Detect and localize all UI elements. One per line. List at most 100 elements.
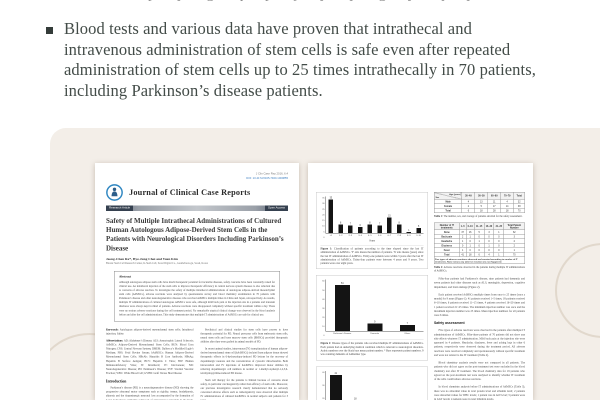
keywords-paragraph: Keywords: Autologous adipose-derived mes… — [106, 328, 194, 336]
abbreviations-label: Abbreviations: — [106, 339, 124, 343]
doi-link: DOI: 10.4172/2165-7920.1000855 — [246, 176, 288, 180]
abstract-heading: Abstract — [119, 274, 132, 279]
bar-value: 15 — [388, 214, 391, 217]
bar-value: 6 — [359, 223, 361, 227]
x-tick-label: 4~5 — [368, 233, 372, 237]
plot-area: 33 <1 8 1~2 7 2~3 6 3~4 8 4~5 7 5~6 15 6~7 8 7~8 1 8~9 5 9~… — [325, 196, 424, 237]
bar-value: 8 — [369, 221, 371, 225]
results-text: Fifty-four patients had Parkinson’s dise… — [434, 277, 525, 400]
table-header-cell: 21~25 — [493, 222, 505, 231]
bar-column: 8 1~2 — [336, 197, 346, 237]
x-tick-label: 1~2 — [338, 233, 343, 237]
paper-page-2: 35 30 25 20 15 10 5 0 33 <1 8 1~2 7 2~3 6 3~4 8 4~5 7 5~6 15… — [308, 163, 533, 400]
body-paragraph: In blood chemistry analysis before IT ad… — [434, 385, 525, 400]
data-table: Age (years) Sex 30~49 50~59 60~69 70~79 Total M… — [433, 192, 526, 213]
bar-column: 9 Dementia — [359, 280, 392, 335]
body-paragraph: Five types of adverse reactions were obs… — [434, 329, 525, 357]
table-header-cell: 30~49 — [461, 192, 476, 200]
x-tick-label: 5~6 — [377, 233, 382, 237]
table-header-cell: 16~20 — [483, 222, 495, 231]
x-tick-label: 7~8 — [397, 233, 401, 237]
bullet-text: Blood tests and various data have proven… — [64, 19, 536, 101]
body-paragraph: Stem cell therapy for the patients is li… — [200, 378, 289, 400]
bar-column: 15 6~7 — [385, 197, 395, 237]
bar-column: 7 Others — [391, 280, 424, 334]
figures-column: 35 30 25 20 15 10 5 0 33 <1 8 1~2 7 2~3 6 3~4 8 4~5 7 5~6 15… — [316, 192, 428, 400]
bar — [328, 199, 334, 233]
y-axis-ticks: 35 30 25 20 15 10 5 0 — [322, 196, 325, 239]
article-title: Safety of Multiple Intrathecal Administr… — [106, 217, 284, 253]
left-column: Keywords: Autologous adipose-derived mes… — [106, 328, 194, 400]
decorative-circle — [555, 243, 600, 338]
x-tick-label: <1 — [329, 233, 333, 237]
journal-logo-icon — [106, 184, 123, 201]
figure-3-chart: 403020100411~5186~10611~15416~20121~25 N… — [316, 366, 428, 400]
table-header-cell: 60~69 — [487, 192, 501, 200]
data-table: Number of IT treatments 1~5 6~10 11~15 16~20… — [433, 222, 525, 265]
bar-value: 8 — [339, 221, 342, 225]
y-axis-ticks: 60 50 40 30 20 10 0 — [322, 279, 325, 337]
table-row: Back pain 2 1 0 0 0 3 — [433, 234, 525, 240]
bar-column: 7 2~3 — [346, 197, 356, 236]
table-header-cell: 6~10 — [465, 222, 475, 231]
figure-2-label: Figure 2: — [320, 342, 332, 346]
body-paragraph: Fifty-four patients had Parkinson’s dise… — [434, 277, 525, 289]
table-header-cell: Total — [513, 192, 526, 200]
bar — [396, 224, 402, 233]
bar-column: 416~20 — [385, 371, 405, 400]
table-header-cell: 11~15 — [474, 222, 485, 231]
document-card: J Clin Case Rep 2016, 6:4 DOI: 10.4172/2… — [50, 128, 600, 400]
figure-2-chart: 60 50 40 30 20 10 0 54 Parkinson's Disease 9 Demen… — [316, 275, 428, 361]
bar-value: 9 — [374, 320, 376, 324]
bar — [406, 231, 412, 233]
research-article-label: Research Article — [106, 205, 134, 211]
abstract-box: Abstract Although autologous adipose ste… — [114, 270, 280, 322]
open-access-label: Open Access — [264, 205, 288, 211]
table-row: Dizziness 0 1 0 1 0 2 — [433, 243, 525, 249]
text-column: Age (years) Sex 30~49 50~59 60~69 70~79 Total M… — [433, 192, 526, 400]
bar-column: 411~5 — [326, 371, 346, 400]
table-cell: 6 — [461, 208, 476, 213]
bar-column: 6 3~4 — [355, 197, 365, 237]
table-header-cell: 50~59 — [474, 192, 489, 200]
bullet-line: Blood tests and various data have proven… — [64, 19, 472, 38]
bar — [367, 224, 373, 233]
table-2-caption: Table 2: Adverse reactions observed in t… — [434, 266, 525, 273]
figure-1-chart: 35 30 25 20 15 10 5 0 33 <1 8 1~2 7 2~3 6 3~4 8 4~5 7 5~6 15… — [316, 192, 428, 270]
plot-area: 54 Parkinson's Disease 9 Dementia 7 Others — [325, 279, 424, 335]
bar-value: 7 — [378, 222, 381, 226]
safety-assessment-heading: Safety assessment — [434, 321, 465, 326]
abstract-text: Although autologous adipose stem cells h… — [119, 280, 275, 317]
table-cell: 28 — [487, 208, 501, 213]
bar — [377, 225, 382, 233]
bullet-line: intravenous administration of stem cells… — [64, 39, 511, 59]
bar-column: 611~15 — [365, 371, 385, 400]
bar — [334, 284, 350, 332]
table-1: Age (years) Sex 30~49 50~59 60~69 70~79 Total M… — [433, 192, 526, 213]
paper-page-1: J Clin Case Rep 2016, 6:4 DOI: 10.4172/2… — [95, 163, 299, 400]
x-tick-label: 3~4 — [358, 233, 362, 237]
citation-line: J Clin Case Rep 2016, 6:4 — [255, 172, 288, 176]
bar-column: 5 9~10 — [414, 197, 424, 236]
bar — [338, 224, 343, 233]
keywords-label: Keywords: — [106, 328, 119, 332]
x-tick-label: 6~7 — [387, 233, 392, 237]
body-paragraph: Blood chemistry analysis results were no… — [434, 361, 525, 382]
table-cell: 18 — [474, 208, 489, 213]
bar — [329, 375, 342, 400]
x-tick-label: Dementia — [370, 331, 380, 335]
table-footnote: Five types of adverse reactions observed… — [434, 256, 525, 265]
bar-column: 1 8~9 — [404, 197, 414, 236]
bar-value: 18 — [353, 397, 357, 400]
table-2-label: Table 2: — [434, 266, 444, 270]
table-cell: 70 — [513, 208, 526, 213]
bar-value: 8 — [398, 221, 400, 225]
journal-name: Journal of Clinical Case Reports — [129, 187, 251, 198]
bar-value: 7 — [406, 322, 408, 325]
article-affiliation: Biostar Stem Cell Research Center, K-Ste… — [106, 261, 208, 265]
introduction-heading: Introduction — [106, 378, 127, 384]
intro-paragraph: Parkinson’s disease (PD) is a neurodegen… — [106, 386, 194, 400]
bar-column: 186~10 — [346, 371, 366, 400]
bar-column: 33 <1 — [326, 197, 336, 237]
